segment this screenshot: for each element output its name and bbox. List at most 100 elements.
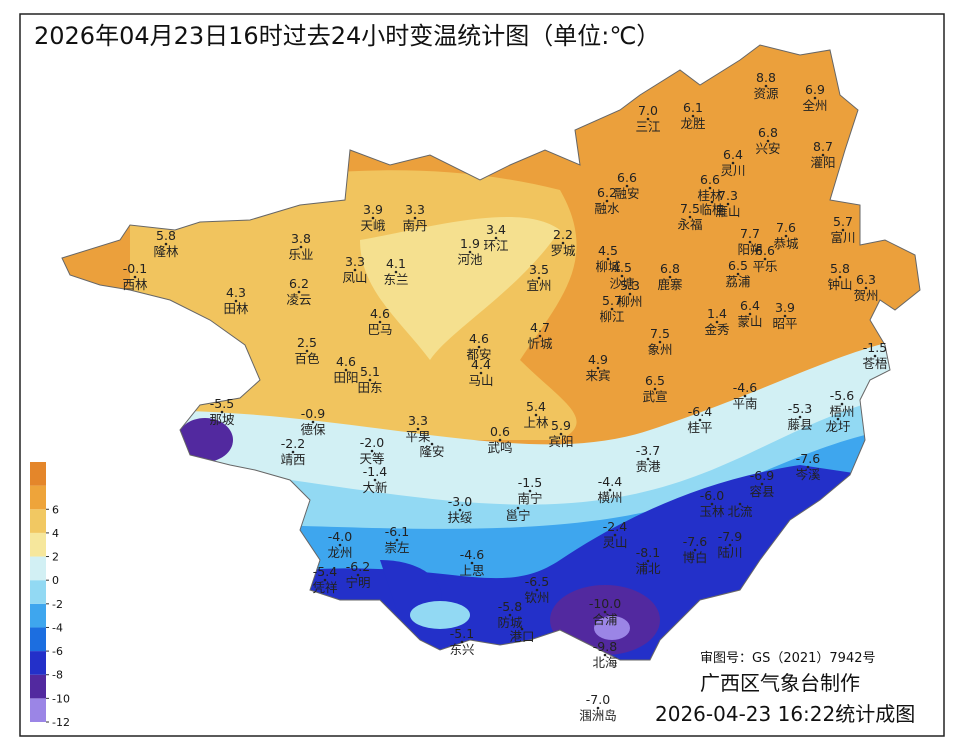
station-value: -5.4 bbox=[313, 564, 337, 579]
station-name: 阳朔 bbox=[737, 242, 762, 257]
legend-tick-label: 2 bbox=[52, 551, 59, 564]
station-value: 8.8 bbox=[756, 70, 776, 85]
station-dot bbox=[468, 250, 472, 254]
station-value: 6.5 bbox=[645, 373, 665, 388]
station-value: 3.9 bbox=[363, 202, 383, 217]
station-name: 宜州 bbox=[526, 278, 551, 293]
station-value: 4.6 bbox=[336, 354, 356, 369]
station-value: 6.3 bbox=[856, 272, 876, 287]
station-name: 苍梧 bbox=[862, 356, 887, 371]
station-name: 桂平 bbox=[687, 420, 712, 435]
station-dot bbox=[534, 413, 538, 417]
station-dot bbox=[234, 299, 238, 303]
station-value: -2.0 bbox=[360, 435, 384, 450]
legend-bin bbox=[30, 532, 46, 557]
station-value: 0.6 bbox=[490, 424, 510, 439]
station-value: -6.2 bbox=[346, 559, 370, 574]
station-name: 上林 bbox=[523, 415, 549, 430]
station-value: 6.4 bbox=[740, 298, 760, 313]
station-dot bbox=[736, 272, 740, 276]
station-value: -4.6 bbox=[460, 547, 484, 562]
station-name: 资源 bbox=[753, 86, 779, 101]
station-dot bbox=[394, 270, 398, 274]
station-dot bbox=[760, 482, 764, 486]
station-value: 4.7 bbox=[530, 320, 550, 335]
legend-bin bbox=[30, 556, 46, 581]
station-name: 平乐 bbox=[752, 259, 777, 274]
station-dot bbox=[395, 538, 399, 542]
station-name: 容县 bbox=[749, 484, 774, 499]
station-name: 龙圩 bbox=[825, 419, 850, 434]
station-name: 陆川 bbox=[717, 545, 742, 560]
station-value: -7.6 bbox=[796, 451, 820, 466]
legend-tick-label: 4 bbox=[52, 527, 59, 540]
station-value: -4.4 bbox=[598, 474, 622, 489]
station-name: 灵山 bbox=[602, 535, 627, 550]
station-value: -6.0 bbox=[700, 488, 724, 503]
station-value: 4.4 bbox=[471, 357, 491, 372]
legend-tick-label: 0 bbox=[52, 574, 59, 587]
station-value: 3.3 bbox=[345, 254, 365, 269]
station-dot bbox=[625, 184, 629, 188]
station-value: 3.8 bbox=[291, 231, 311, 246]
station-dot bbox=[840, 402, 844, 406]
station-name: 田阳 bbox=[333, 370, 358, 385]
station-value: -6.4 bbox=[688, 404, 712, 419]
station-name: 来宾 bbox=[585, 368, 610, 383]
station-name: 贵港 bbox=[635, 459, 661, 474]
station-dot bbox=[305, 349, 309, 353]
station-value: 7.0 bbox=[638, 103, 658, 118]
station-value: 6.1 bbox=[683, 100, 703, 115]
station-name: 宁明 bbox=[345, 575, 370, 590]
station-name: 都安 bbox=[466, 347, 491, 362]
station-value: 6.6 bbox=[755, 243, 775, 258]
station-value: -2.4 bbox=[603, 519, 627, 534]
station-dot bbox=[620, 274, 624, 278]
map-title: 2026年04月23日16时过去24小时变温统计图（单位:℃） bbox=[34, 22, 660, 50]
station-dot bbox=[344, 368, 348, 372]
station-name: 大新 bbox=[362, 480, 387, 495]
station-name: 浦北 bbox=[635, 561, 661, 576]
station-dot bbox=[291, 450, 295, 454]
station-value: 6.8 bbox=[660, 261, 680, 276]
legend-bin bbox=[30, 627, 46, 652]
station-name: 临桂 bbox=[699, 202, 724, 217]
station-dot bbox=[691, 114, 695, 118]
station-name: 鹿寨 bbox=[657, 277, 682, 292]
station-name: 凭祥 bbox=[312, 580, 337, 595]
station-dot bbox=[603, 610, 607, 614]
station-dot bbox=[220, 410, 224, 414]
station-name: 靖西 bbox=[280, 452, 305, 467]
station-name: 蒙山 bbox=[737, 314, 762, 329]
station-dot bbox=[370, 449, 374, 453]
legend-tick-label: -12 bbox=[52, 716, 70, 729]
station-dot bbox=[458, 508, 462, 512]
station-name: 东兰 bbox=[383, 272, 408, 287]
station-value: 6.4 bbox=[723, 147, 743, 162]
station-dot bbox=[748, 240, 752, 244]
station-name: 全州 bbox=[802, 98, 827, 113]
station-name: 那坡 bbox=[209, 412, 235, 427]
station-value: 6.8 bbox=[758, 125, 778, 140]
station-name: 凤山 bbox=[342, 270, 367, 285]
station-value: 3.3 bbox=[408, 413, 428, 428]
station-name: 灌阳 bbox=[810, 155, 835, 170]
station-dot bbox=[783, 314, 787, 318]
station-dot bbox=[821, 153, 825, 157]
station-name: 合浦 bbox=[592, 612, 617, 627]
station-dot bbox=[658, 340, 662, 344]
province-outline bbox=[61, 44, 921, 661]
station-value: 5.1 bbox=[360, 364, 380, 379]
station-value: -5.1 bbox=[450, 626, 474, 641]
station-name: 东兴 bbox=[449, 642, 474, 657]
station-value: 4.6 bbox=[469, 331, 489, 346]
station-name: 武鸣 bbox=[487, 440, 512, 455]
station-dot bbox=[470, 561, 474, 565]
station-dot bbox=[378, 320, 382, 324]
station-value: 3.5 bbox=[529, 262, 549, 277]
station-dot bbox=[610, 307, 614, 311]
station-dot bbox=[646, 457, 650, 461]
approval-number: 审图号：GS（2021）7942号 bbox=[700, 651, 876, 666]
legend-tick-label: -6 bbox=[52, 645, 63, 658]
station-value: 4.5 bbox=[612, 260, 632, 275]
